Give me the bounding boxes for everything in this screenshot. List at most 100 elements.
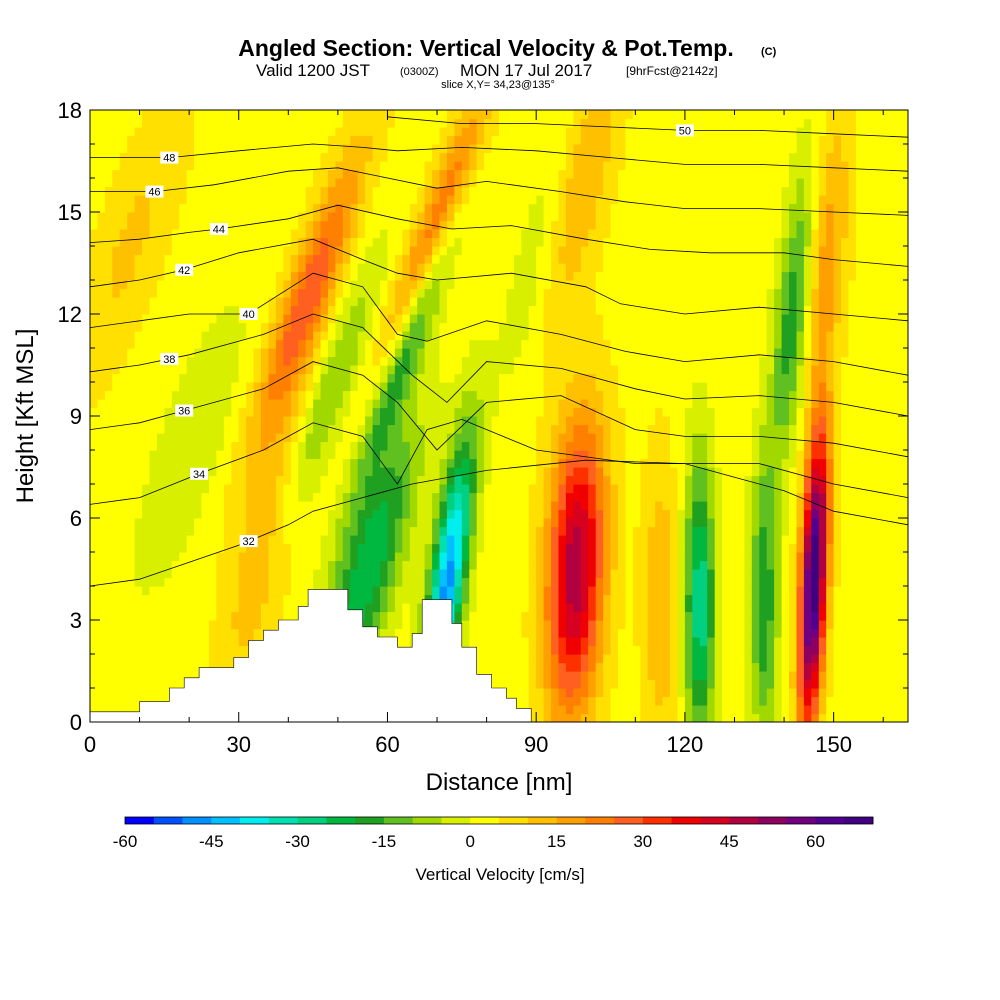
velocity-cell (283, 475, 292, 485)
velocity-cell (90, 254, 98, 264)
velocity-cell (305, 169, 314, 179)
velocity-cell (558, 339, 567, 349)
velocity-cell (238, 441, 247, 451)
velocity-cell (342, 110, 351, 120)
velocity-cell (402, 110, 411, 120)
velocity-cell (506, 297, 515, 307)
velocity-cell (380, 390, 388, 400)
velocity-cell (506, 356, 515, 366)
velocity-cell (506, 246, 515, 256)
velocity-cell (536, 365, 545, 375)
velocity-cell (253, 594, 262, 604)
velocity-cell (179, 280, 188, 290)
velocity-cell (194, 263, 203, 273)
velocity-cell (127, 246, 136, 256)
velocity-cell (305, 467, 314, 477)
velocity-cell (253, 212, 262, 222)
velocity-cell (253, 169, 262, 179)
velocity-cell (558, 110, 567, 120)
velocity-cell (97, 535, 106, 545)
velocity-cell (357, 110, 366, 120)
velocity-cell (357, 594, 366, 604)
velocity-cell (380, 526, 388, 536)
velocity-cell (186, 144, 195, 154)
velocity-cell (446, 441, 455, 451)
velocity-cell (171, 586, 180, 596)
velocity-cell (305, 161, 314, 171)
velocity-cell (134, 186, 143, 196)
velocity-cell (90, 110, 98, 120)
velocity-cell (603, 594, 612, 604)
velocity-cell (142, 654, 151, 664)
velocity-cell (328, 433, 336, 443)
velocity-cell (506, 169, 515, 179)
velocity-cell (528, 297, 537, 307)
velocity-cell (238, 484, 247, 494)
velocity-cell (394, 263, 403, 273)
velocity-cell (223, 416, 232, 426)
velocity-cell (127, 611, 136, 621)
velocity-cell (528, 645, 537, 655)
velocity-cell (223, 220, 232, 230)
velocity-cell (246, 424, 255, 434)
velocity-cell (127, 280, 136, 290)
velocity-cell (290, 254, 299, 264)
velocity-cell (112, 229, 121, 239)
velocity-cell (119, 348, 128, 358)
velocity-cell (521, 696, 530, 706)
velocity-cell (454, 186, 463, 196)
velocity-cell (156, 611, 165, 621)
velocity-cell (603, 569, 612, 579)
velocity-cell (528, 186, 537, 196)
velocity-cell (446, 509, 455, 519)
velocity-cell (209, 416, 217, 426)
velocity-cell (380, 152, 388, 162)
velocity-cell (573, 178, 582, 188)
velocity-cell (298, 305, 307, 315)
velocity-cell (499, 297, 507, 307)
velocity-cell (409, 535, 418, 545)
velocity-cell (223, 331, 232, 341)
velocity-cell (469, 509, 478, 519)
velocity-cell (469, 501, 478, 511)
velocity-cell (595, 271, 604, 281)
velocity-cell (484, 382, 493, 392)
velocity-cell (231, 297, 240, 307)
velocity-cell (164, 654, 173, 664)
velocity-cell (164, 526, 173, 536)
velocity-cell (372, 373, 381, 383)
velocity-cell (402, 492, 411, 502)
velocity-cell (305, 271, 314, 281)
velocity-cell (528, 577, 537, 587)
velocity-cell (506, 586, 515, 596)
velocity-cell (446, 297, 455, 307)
velocity-cell (223, 365, 232, 375)
velocity-cell (90, 560, 98, 570)
velocity-cell (164, 458, 173, 468)
velocity-cell (476, 161, 485, 171)
velocity-cell (194, 186, 203, 196)
velocity-cell (580, 526, 589, 536)
velocity-cell (491, 654, 500, 664)
velocity-cell (528, 467, 537, 477)
velocity-cell (558, 467, 567, 477)
velocity-cell (454, 569, 463, 579)
velocity-cell (216, 492, 225, 502)
velocity-cell (328, 373, 336, 383)
velocity-cell (97, 203, 106, 213)
velocity-cell (417, 365, 426, 375)
velocity-cell (491, 356, 500, 366)
velocity-cell (580, 220, 589, 230)
velocity-cell (149, 696, 158, 706)
velocity-cell (461, 178, 470, 188)
velocity-cell (461, 220, 470, 230)
velocity-cell (469, 339, 478, 349)
velocity-cell (342, 407, 351, 417)
velocity-cell (246, 492, 255, 502)
velocity-cell (446, 492, 455, 502)
velocity-cell (513, 203, 522, 213)
velocity-cell (298, 560, 307, 570)
velocity-cell (595, 645, 604, 655)
velocity-cell (484, 220, 493, 230)
velocity-cell (409, 135, 418, 145)
